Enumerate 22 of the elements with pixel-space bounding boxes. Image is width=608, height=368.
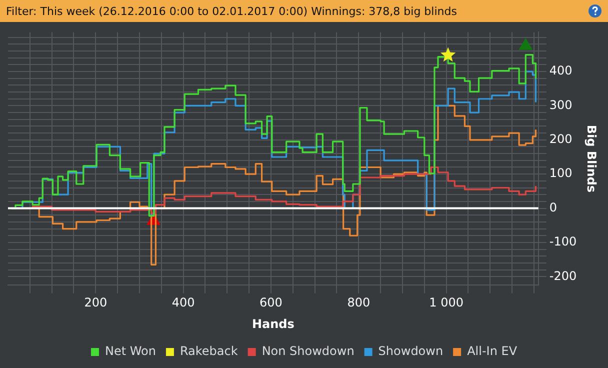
- point: [440, 47, 456, 62]
- chart-title: Filter: This week (26.12.2016 0:00 to 02.01.2017 0:00) Winnings: 378,8 big blinds: [6, 4, 457, 18]
- y-tick-label: -100: [549, 234, 577, 249]
- y-tick-label: 200: [549, 132, 572, 146]
- legend-label: Non Showdown: [262, 344, 354, 358]
- y-tick-label: 300: [549, 98, 572, 112]
- x-tick-label: 400: [172, 296, 195, 310]
- legend-label: Rakeback: [180, 344, 238, 358]
- legend-label: Showdown: [378, 344, 444, 358]
- x-tick-label: 800: [347, 296, 370, 310]
- point: [519, 38, 532, 50]
- y-axis-title: Big Blinds: [584, 124, 599, 193]
- x-tick-label: 1 000: [429, 296, 464, 310]
- y-tick-label: -200: [549, 268, 577, 283]
- x-axis-title: Hands: [252, 316, 294, 331]
- x-tick-label: 200: [84, 296, 108, 310]
- x-tick-label: 600: [260, 296, 282, 310]
- legend-label: Net Won: [104, 344, 156, 358]
- y-tick-label: 100: [549, 166, 572, 180]
- legend-label: All-In EV: [467, 344, 518, 358]
- y-tick-label: 400: [549, 64, 572, 78]
- y-tick-label: 0: [549, 200, 558, 214]
